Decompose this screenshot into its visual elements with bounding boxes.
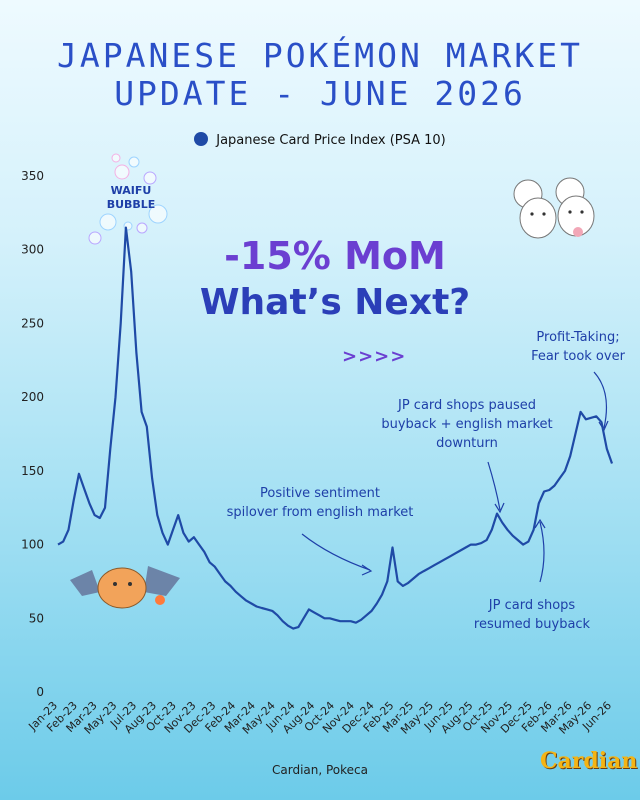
annotation-jp-resumed: JP card shops resumed buyback xyxy=(462,596,602,634)
y-tick-label-50: 50 xyxy=(29,611,44,625)
series-line xyxy=(57,226,614,630)
legend-label: Japanese Card Price Index (PSA 10) xyxy=(216,133,446,148)
bubble-label-line-1: WAIFU xyxy=(110,184,152,197)
annotation-profit-taking-line-1: Profit-Taking; xyxy=(536,330,620,345)
legend-marker xyxy=(194,132,209,146)
annotation-profit-taking: Profit-Taking; Fear took over xyxy=(520,328,636,366)
annotation-jp-paused: JP card shops paused buyback + english m… xyxy=(372,396,562,453)
y-tick-label-250: 250 xyxy=(21,316,44,330)
mice-icon xyxy=(513,177,595,239)
y-tick-label-200: 200 xyxy=(21,390,44,404)
annotation-jp-paused-line-3: downturn xyxy=(436,436,498,451)
bubble-label: WAIFU BUBBLE xyxy=(96,184,166,212)
chart-title-line-2: UPDATE - JUNE 2026 xyxy=(114,74,526,113)
bubble-label-line-2: BUBBLE xyxy=(106,198,156,211)
y-tick-label-350: 350 xyxy=(21,169,44,183)
y-tick-label-0: 0 xyxy=(36,685,44,699)
annotation-arrow-paused xyxy=(487,461,501,511)
headline-arrows: >>>> xyxy=(342,346,407,367)
bubbles-icon xyxy=(88,153,168,245)
annotation-positive-sentiment-line-1: Positive sentiment xyxy=(260,486,380,501)
annotation-arrow-resumed xyxy=(539,521,545,583)
y-tick-label-100: 100 xyxy=(21,538,44,552)
cardian-logo: Cardian xyxy=(540,748,638,774)
decorations xyxy=(70,153,609,609)
y-axis: 0 50 100 150 200 250 300 350 xyxy=(21,169,44,699)
y-tick-label-300: 300 xyxy=(21,243,44,257)
annotation-positive-sentiment: Positive sentiment spilover from english… xyxy=(214,484,426,522)
annotation-jp-paused-line-1: JP card shops paused xyxy=(397,398,537,413)
x-axis: Jan-23Feb-23Mar-23May-23Jul-23Aug-23Oct-… xyxy=(26,699,615,737)
annotation-jp-resumed-line-1: JP card shops xyxy=(488,598,576,613)
annotation-positive-sentiment-line-2: spilover from english market xyxy=(226,505,414,520)
headline-mom: -15% MoM xyxy=(224,234,446,278)
annotation-jp-paused-line-2: buyback + english market xyxy=(381,417,553,432)
annotation-profit-taking-line-2: Fear took over xyxy=(531,349,625,364)
annotation-arrow-profit xyxy=(593,371,607,429)
annotation-jp-resumed-line-2: resumed buyback xyxy=(473,617,591,632)
source-credit: Cardian, Pokeca xyxy=(272,763,368,777)
headline-whats-next: What’s Next? xyxy=(199,282,471,323)
legend: Japanese Card Price Index (PSA 10) xyxy=(0,132,640,148)
annotation-arrow-sentiment xyxy=(301,533,371,571)
y-tick-label-150: 150 xyxy=(21,464,44,478)
dragon-icon xyxy=(70,566,180,609)
chart-title-line-1: JAPANESE POKÉMON MARKET xyxy=(57,36,583,75)
